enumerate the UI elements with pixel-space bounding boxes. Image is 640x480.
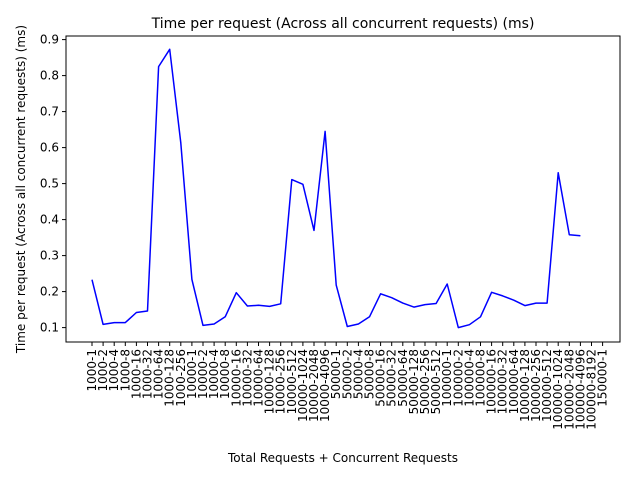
y-tick-label: 0.7: [40, 105, 59, 119]
x-tick-label: 100000-512: [540, 349, 554, 422]
x-tick-label: 10000-1024: [296, 349, 310, 422]
x-tick-label: 100000-2048: [562, 349, 576, 430]
x-tick-label: 50000-512: [429, 349, 443, 414]
x-tick-label: 1000-256: [174, 349, 188, 407]
x-tick-label: 100000-8: [474, 349, 488, 407]
y-tick-label: 0.5: [40, 177, 59, 191]
chart-title: Time per request (Across all concurrent …: [151, 16, 535, 32]
x-tick-label: 1000-8: [118, 349, 132, 392]
x-tick-label: 50000-128: [407, 349, 421, 414]
plot-frame: [65, 35, 621, 343]
x-tick-label: 100000-4: [462, 349, 476, 407]
x-tick-label: 1000-128: [163, 349, 177, 407]
x-tick-label: 50000-1: [329, 349, 343, 399]
y-tick-label: 0.2: [40, 285, 59, 299]
x-tick-label: 50000-4: [351, 349, 365, 399]
x-tick-label: 50000-256: [418, 349, 432, 414]
x-tick-label: 100000-32: [496, 349, 510, 414]
y-tick-label: 0.1: [40, 321, 59, 335]
plot-area: 0.10.20.30.40.50.60.70.80.91000-11000-21…: [40, 33, 610, 430]
x-tick-label: 10000-32: [240, 349, 254, 407]
x-tick-label: 10000-2048: [307, 349, 321, 422]
y-tick-label: 0.8: [40, 69, 59, 83]
x-tick-label: 1000-4: [107, 349, 121, 392]
x-tick-label: 100000-1: [440, 349, 454, 407]
y-tick-label: 0.6: [40, 141, 59, 155]
x-tick-label: 1000-1: [85, 349, 99, 392]
x-tick-label: 100000-16: [485, 349, 499, 414]
y-tick-label: 0.9: [40, 33, 59, 47]
x-tick-label: 50000-64: [396, 349, 410, 407]
x-tick-label: 150000-1: [596, 349, 610, 407]
x-tick-label: 100000-2: [451, 349, 465, 407]
x-tick-label: 10000-8: [218, 349, 232, 399]
x-tick-label: 50000-16: [374, 349, 388, 407]
x-tick-label: 10000-64: [252, 349, 266, 407]
x-tick-label: 1000-2: [96, 349, 110, 392]
x-tick-label: 10000-1: [185, 349, 199, 399]
x-tick-label: 10000-128: [263, 349, 277, 414]
x-tick-label: 1000-32: [141, 349, 155, 399]
x-tick-label: 10000-2: [196, 349, 210, 399]
x-tick-label: 1000-64: [152, 349, 166, 399]
y-tick-label: 0.4: [40, 213, 59, 227]
x-tick-label: 50000-8: [363, 349, 377, 399]
x-tick-label: 10000-512: [285, 349, 299, 414]
x-tick-label: 10000-4096: [318, 349, 332, 422]
x-tick-label: 50000-2: [340, 349, 354, 399]
x-tick-label: 10000-16: [229, 349, 243, 407]
x-tick-label: 100000-128: [518, 349, 532, 422]
x-tick-label: 1000-16: [129, 349, 143, 399]
y-tick-label: 0.3: [40, 249, 59, 263]
x-tick-label: 50000-32: [385, 349, 399, 407]
x-axis-label: Total Requests + Concurrent Requests: [227, 451, 458, 465]
series-line: [91, 48, 581, 329]
y-axis-label: Time per request (Across all concurrent …: [14, 25, 28, 354]
x-tick-label: 100000-1024: [551, 349, 565, 430]
x-tick-label: 10000-256: [274, 349, 288, 414]
x-tick-label: 10000-4: [207, 349, 221, 399]
x-tick-label: 100000-64: [507, 349, 521, 414]
x-tick-label: 100000-256: [529, 349, 543, 422]
x-tick-label: 100000-4096: [573, 349, 587, 430]
x-tick-label: 100000-8192: [585, 349, 599, 430]
